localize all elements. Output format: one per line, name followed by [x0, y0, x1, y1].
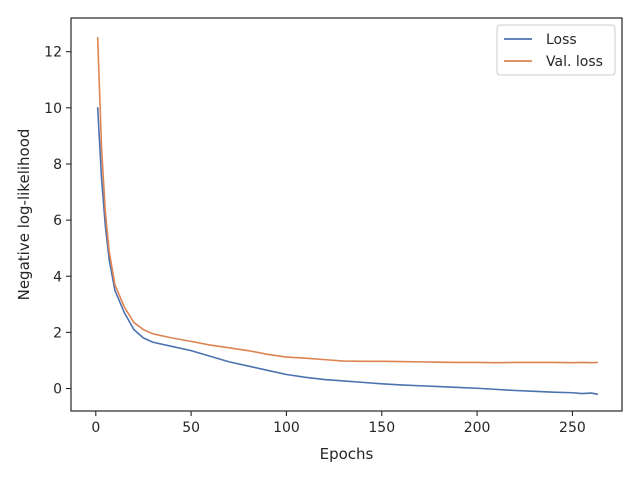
legend-box	[496, 24, 616, 76]
y-tick-label: 2	[53, 325, 62, 341]
val-loss-line	[96, 36, 599, 364]
x-tick-label: 250	[559, 420, 586, 436]
x-tick-label: 0	[91, 420, 100, 436]
y-tick-label: 8	[53, 157, 62, 173]
y-tick-label: 4	[53, 269, 62, 285]
y-tick-label: 12	[44, 45, 62, 61]
legend-loss-label: Loss	[546, 32, 577, 48]
plot-frame	[70, 17, 623, 412]
legend: Loss Val. loss	[496, 24, 616, 76]
y-tick-label: 10	[44, 101, 62, 117]
plot-lines	[96, 36, 599, 395]
loss-line	[96, 107, 599, 395]
y-tick-label: 0	[53, 382, 62, 398]
y-axis-label: Negative log-likelihood	[15, 129, 33, 301]
legend-val-loss-label: Val. loss	[546, 54, 603, 70]
x-axis: 0 50 100 150 200 250	[91, 411, 586, 436]
x-tick-label: 150	[368, 420, 395, 436]
x-tick-label: 200	[464, 420, 491, 436]
y-tick-label: 6	[53, 213, 62, 229]
y-axis: 0 2 4 6 8 10 12	[44, 45, 71, 398]
x-tick-label: 50	[182, 420, 200, 436]
x-axis-label: Epochs	[320, 445, 374, 463]
x-tick-label: 100	[273, 420, 300, 436]
